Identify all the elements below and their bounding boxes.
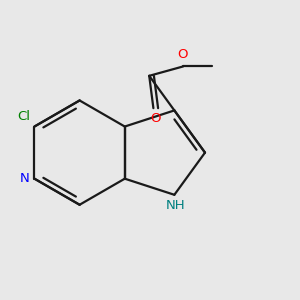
Text: O: O xyxy=(177,48,187,61)
Text: Cl: Cl xyxy=(17,110,30,123)
Text: O: O xyxy=(150,112,161,125)
Text: N: N xyxy=(20,172,29,185)
Text: NH: NH xyxy=(166,199,185,212)
